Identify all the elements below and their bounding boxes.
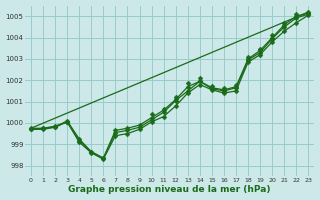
X-axis label: Graphe pression niveau de la mer (hPa): Graphe pression niveau de la mer (hPa) <box>68 185 271 194</box>
